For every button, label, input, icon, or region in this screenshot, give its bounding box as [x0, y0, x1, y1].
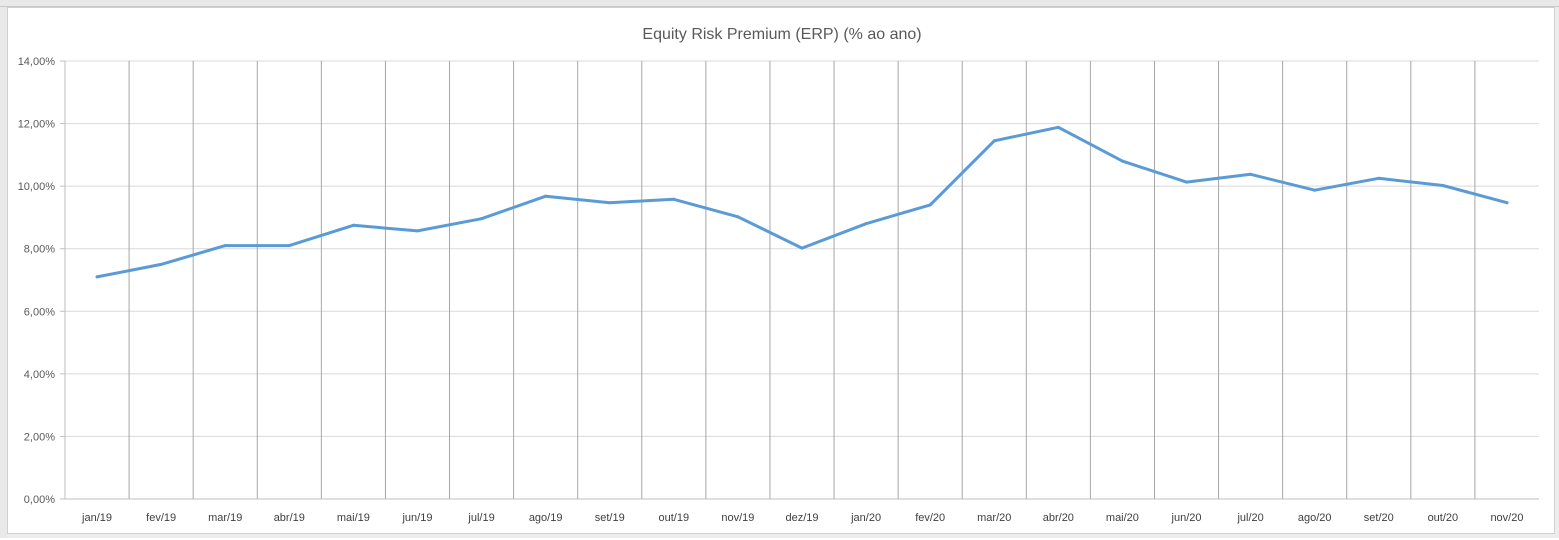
data-point-4	[351, 223, 355, 227]
data-point-16	[1120, 159, 1124, 163]
x-tick-label-0: jan/19	[81, 512, 112, 524]
y-tick-label-1: 2,00%	[24, 431, 55, 443]
data-point-7	[544, 194, 548, 198]
data-point-3	[287, 244, 291, 248]
data-point-2	[223, 244, 227, 248]
data-point-11	[800, 246, 804, 250]
chart-title: Equity Risk Premium (ERP) (% ao ano)	[642, 26, 921, 43]
sheet-margin-bottom	[7, 534, 1559, 538]
data-point-6	[480, 217, 484, 221]
data-point-0	[95, 275, 99, 279]
y-tick-label-0: 0,00%	[24, 494, 55, 506]
x-tick-label-4: mai/19	[337, 512, 370, 524]
vertical-lines	[128, 61, 1476, 499]
x-axis-tick-labels: jan/19 fev/19 mar/19 abr/19 mai/19 jun/19 jul/…	[81, 512, 1523, 524]
x-tick-label-15: abr/20	[1043, 512, 1074, 524]
data-point-21	[1441, 184, 1445, 188]
axes	[60, 60, 1539, 500]
x-tick-label-8: set/19	[595, 512, 625, 524]
data-point-19	[1313, 188, 1317, 192]
x-tick-label-7: ago/19	[529, 512, 563, 524]
data-point-20	[1377, 176, 1381, 180]
data-point-9	[672, 197, 676, 201]
x-tick-label-6: jul/19	[467, 512, 494, 524]
x-tick-label-13: fev/20	[915, 512, 945, 524]
x-tick-label-18: jul/20	[1236, 512, 1263, 524]
y-tick-label-5: 10,00%	[18, 181, 56, 193]
data-point-10	[736, 215, 740, 219]
x-tick-label-11: dez/19	[785, 512, 818, 524]
data-point-1	[159, 262, 163, 266]
x-tick-label-10: nov/19	[721, 512, 754, 524]
chart-container[interactable]: Equity Risk Premium (ERP) (% ao ano) 0,0…	[7, 7, 1555, 534]
data-point-8	[608, 201, 612, 205]
x-tick-label-21: out/20	[1428, 512, 1459, 524]
x-tick-label-19: ago/20	[1298, 512, 1332, 524]
x-tick-label-17: jun/20	[1171, 512, 1202, 524]
data-point-5	[415, 229, 419, 233]
x-tick-label-22: nov/20	[1490, 512, 1523, 524]
y-tick-label-3: 6,00%	[24, 306, 55, 318]
data-point-13	[928, 203, 932, 207]
y-tick-label-7: 14,00%	[18, 56, 56, 68]
data-point-12	[864, 222, 868, 226]
y-tick-label-4: 8,00%	[24, 244, 55, 256]
column-header-bar	[0, 0, 1559, 7]
y-tick-label-2: 4,00%	[24, 369, 55, 381]
sheet-margin-right	[1555, 7, 1559, 538]
series-line-0	[95, 125, 1509, 279]
x-tick-label-14: mar/20	[977, 512, 1011, 524]
data-point-22	[1505, 201, 1509, 205]
x-tick-label-5: jun/19	[401, 512, 432, 524]
data-point-15	[1056, 125, 1060, 129]
line-chart: Equity Risk Premium (ERP) (% ao ano) 0,0…	[18, 26, 1539, 524]
y-tick-label-6: 12,00%	[18, 119, 56, 131]
x-tick-label-20: set/20	[1364, 512, 1394, 524]
x-tick-label-1: fev/19	[146, 512, 176, 524]
data-point-14	[992, 139, 996, 143]
series-layer	[95, 125, 1509, 279]
data-point-18	[1249, 172, 1253, 176]
x-tick-label-3: abr/19	[274, 512, 305, 524]
x-tick-label-12: jan/20	[850, 512, 881, 524]
x-tick-label-16: mai/20	[1106, 512, 1139, 524]
x-tick-label-2: mar/19	[208, 512, 242, 524]
y-axis-tick-labels: 0,00% 2,00% 4,00% 6,00% 8,00% 10,00% 12,00% 14,…	[18, 56, 56, 506]
data-point-17	[1185, 180, 1189, 184]
x-tick-label-9: out/19	[659, 512, 690, 524]
